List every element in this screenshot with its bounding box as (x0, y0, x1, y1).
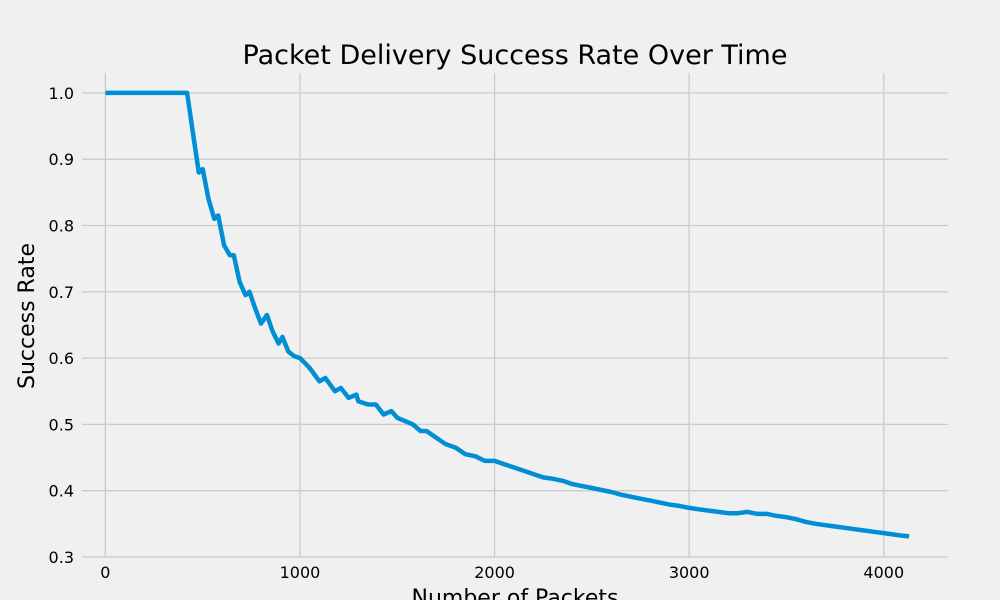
y-tick-label: 0.5 (49, 415, 74, 434)
grid (82, 73, 948, 558)
x-tick-label: 1000 (280, 563, 321, 582)
series-line (105, 90, 910, 539)
x-tick-label: 0 (100, 563, 110, 582)
y-tick-label: 0.3 (49, 548, 74, 567)
y-axis-label: Success Rate (15, 243, 40, 389)
x-axis-label: Number of Packets (411, 586, 618, 600)
y-tick-label: 0.7 (49, 283, 74, 302)
x-tick-label: 3000 (669, 563, 710, 582)
x-tick-label: 2000 (474, 563, 515, 582)
y-tick-label: 0.8 (49, 216, 74, 235)
x-tick-label: 4000 (863, 563, 904, 582)
y-tick-label: 0.6 (49, 349, 74, 368)
chart-title: Packet Delivery Success Rate Over Time (243, 40, 788, 71)
y-tick-label: 0.9 (49, 150, 74, 169)
series-layer (105, 90, 910, 539)
y-tick-label: 1.0 (49, 84, 74, 103)
tick-labels: 0 1000 2000 3000 4000 0.3 0.4 0.5 0.6 0.7 0.8 0.9 1.… (49, 84, 905, 582)
y-tick-label: 0.4 (49, 482, 74, 501)
